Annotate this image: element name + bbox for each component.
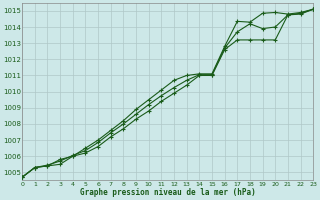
X-axis label: Graphe pression niveau de la mer (hPa): Graphe pression niveau de la mer (hPa) — [80, 188, 256, 197]
